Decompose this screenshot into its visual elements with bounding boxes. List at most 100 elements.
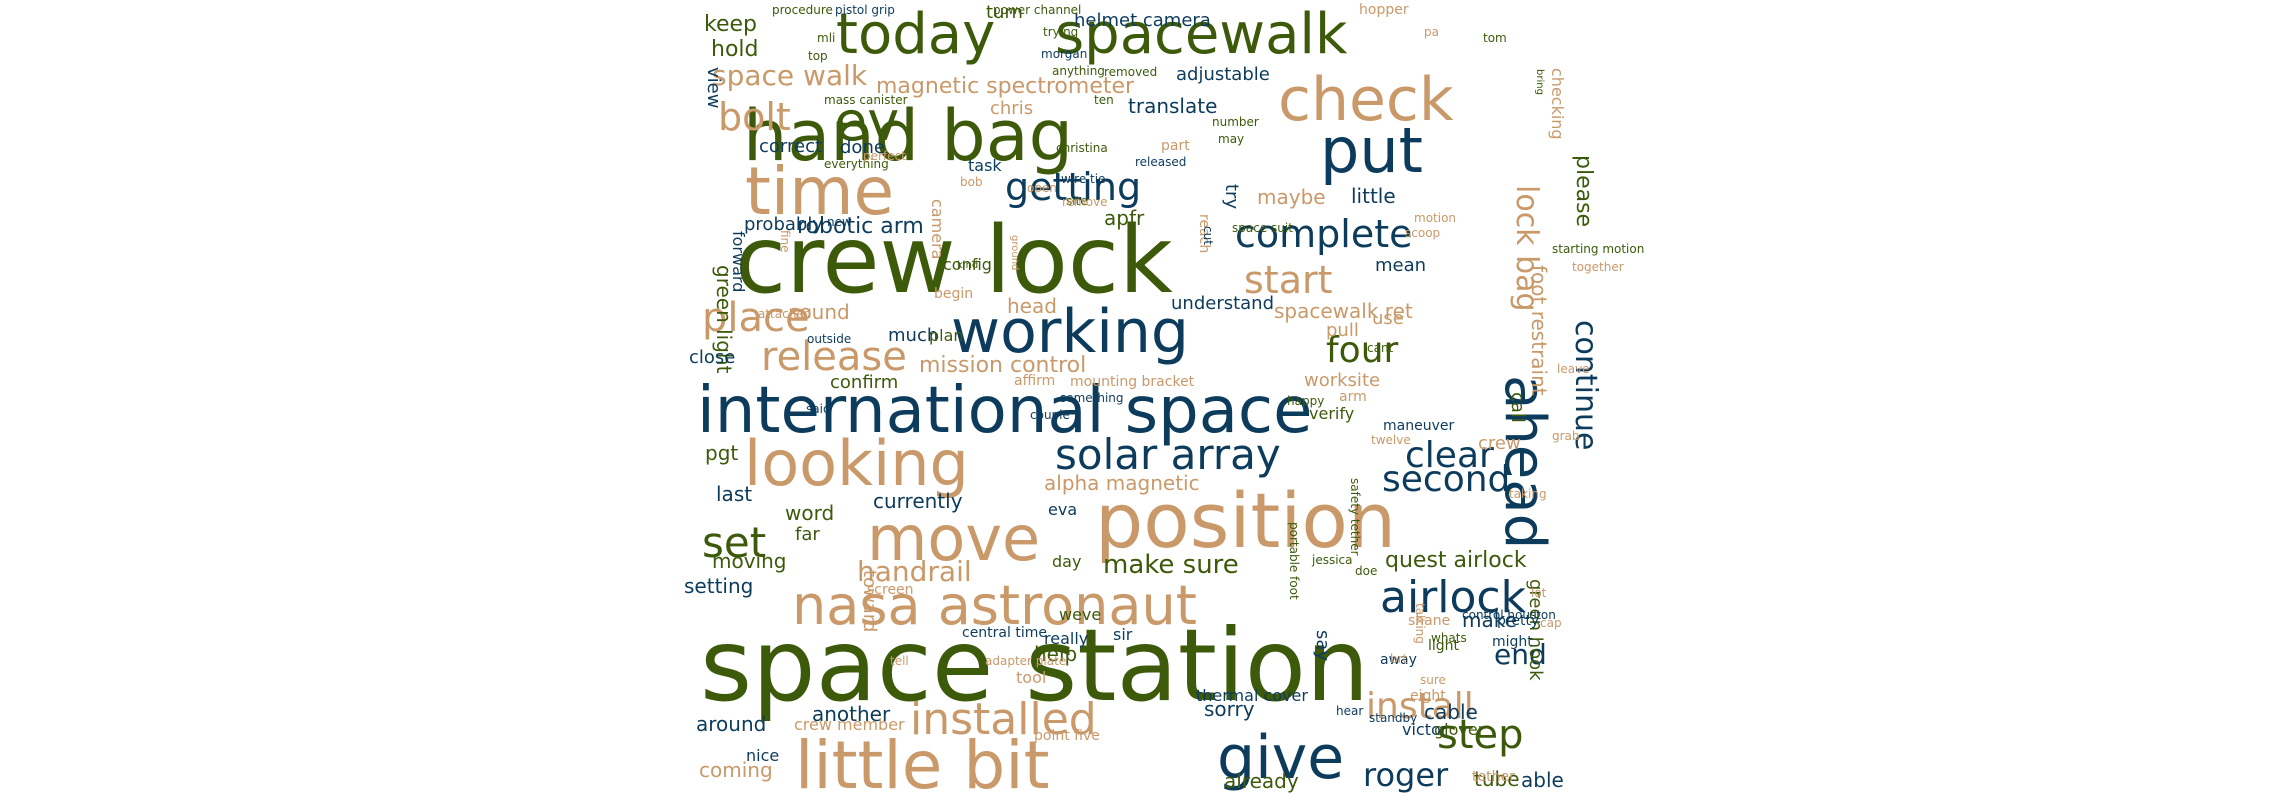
word-motion: motion	[1414, 211, 1456, 225]
word-light: light	[1428, 638, 1460, 654]
word-whats: whats	[1431, 631, 1467, 645]
word-hear: hear	[1336, 704, 1363, 718]
word-currently: currently	[873, 489, 963, 513]
word-outside: outside	[807, 332, 851, 346]
word-doe: doe	[1355, 564, 1377, 578]
word-hold: hold	[711, 37, 758, 62]
word-coming: coming	[699, 758, 773, 782]
word-make: make	[1462, 608, 1517, 632]
word-release: release	[761, 334, 907, 380]
word-spacewalk: spacewalk	[1055, 2, 1348, 67]
word-install: install	[1366, 686, 1474, 727]
word-scoop: scoop	[1405, 226, 1440, 240]
word-glover: glover	[1434, 720, 1485, 739]
word-jessica: jessica	[1311, 553, 1353, 567]
word-eva: eva	[1048, 500, 1077, 519]
word-end: end	[1494, 638, 1547, 671]
word-space-suit: space suit	[1232, 221, 1293, 235]
word-sure: sure	[1420, 673, 1446, 687]
word-crew: crew	[1478, 433, 1521, 454]
word-check: check	[1278, 65, 1454, 135]
word-trying: trying	[1043, 25, 1078, 39]
word-leave: leave	[1557, 362, 1590, 376]
word-fine: fine	[778, 230, 792, 253]
word-sir: sir	[1113, 625, 1133, 644]
word-moving: moving	[712, 549, 786, 573]
word-another: another	[812, 702, 891, 726]
word-translate: translate	[1128, 94, 1217, 118]
word-space-station: space station	[700, 607, 1369, 724]
word-magnetic-spectrometer: magnetic spectrometer	[876, 74, 1135, 99]
word-airlock: airlock	[1380, 572, 1527, 623]
word-pretty: pretty	[1497, 613, 1539, 629]
word-happy: happy	[1287, 394, 1324, 408]
word-four: four	[1326, 330, 1399, 371]
word-removed: removed	[1104, 65, 1157, 79]
word-mli: mli	[817, 31, 835, 45]
word-remove: remove	[1062, 195, 1108, 209]
word-adapter-plate: adapter plate	[985, 654, 1066, 668]
word-installed: installed	[910, 694, 1097, 745]
word-grab: grab	[1552, 429, 1580, 443]
word-arm: arm	[1339, 389, 1367, 405]
word-bolt: bolt	[718, 95, 791, 139]
word-worksite: worksite	[1304, 370, 1380, 391]
word-ev: ev	[834, 90, 899, 153]
word-green-hook: green hook	[1525, 579, 1546, 681]
word-maybe: maybe	[1257, 185, 1326, 209]
word-space-walk: space walk	[712, 59, 868, 92]
word-wire-tie: wire tie	[1061, 172, 1105, 186]
word-understand: understand	[1171, 293, 1274, 314]
word-position: position	[1095, 476, 1396, 565]
word-mission-control: mission control	[919, 353, 1086, 378]
word-done: done	[840, 137, 885, 158]
word-victor: victor	[1402, 720, 1448, 739]
word-give: give	[1217, 723, 1344, 793]
word-plan: plan	[929, 326, 964, 345]
word-something: something	[1060, 391, 1124, 405]
word-task: task	[968, 156, 1002, 175]
word-time: time	[745, 153, 894, 230]
word-top: top	[808, 49, 828, 63]
word-complete: complete	[1235, 212, 1413, 256]
word-taking: taking	[1509, 487, 1547, 501]
word-continue: continue	[1568, 320, 1603, 450]
word-away: away	[1380, 652, 1417, 668]
word-foot-restraint: foot restraint	[1527, 265, 1551, 396]
word-maneuver: maneuver	[1383, 418, 1454, 434]
word-together: together	[1572, 260, 1624, 274]
word-head: head	[1007, 294, 1057, 318]
word-cap: cap	[1540, 616, 1562, 630]
word-starting-motion: starting motion	[1552, 242, 1644, 256]
word-crew-member: crew member	[794, 715, 905, 734]
word-forward: forward	[729, 231, 748, 292]
word-tube: tube	[1474, 767, 1520, 791]
word-move: move	[867, 502, 1040, 575]
word-tool: tool	[1016, 668, 1046, 687]
word-said: said	[806, 402, 831, 416]
word-couple: couple	[1030, 408, 1070, 422]
word-control-houston: control houston	[1462, 608, 1556, 622]
word-lot: lot	[1531, 586, 1547, 600]
word-call: call	[1507, 392, 1528, 423]
word-open: open	[1027, 181, 1057, 195]
word-screen: screen	[867, 582, 914, 598]
word-brt: brt	[1390, 652, 1408, 666]
word-mass-canister: mass canister	[824, 93, 908, 107]
word-eight: eight	[1410, 688, 1446, 704]
word-config: config	[943, 255, 992, 274]
word-make-sure: make sure	[1103, 550, 1239, 580]
word-new: new	[827, 215, 852, 229]
word-handrail: handrail	[857, 555, 972, 588]
word-try: try	[1221, 184, 1242, 209]
word-christina: christina	[1056, 141, 1108, 155]
word-help: help	[1034, 642, 1077, 666]
word-camera: camera	[928, 199, 947, 259]
word-weve: weve	[1059, 605, 1101, 624]
word-keep: keep	[704, 12, 757, 37]
word-really: really	[1044, 629, 1088, 648]
word-sorry: sorry	[1204, 697, 1255, 721]
word-mounting-bracket: mounting bracket	[1070, 374, 1195, 390]
word-anything: anything	[1052, 64, 1105, 78]
word-put: put	[1320, 114, 1423, 187]
